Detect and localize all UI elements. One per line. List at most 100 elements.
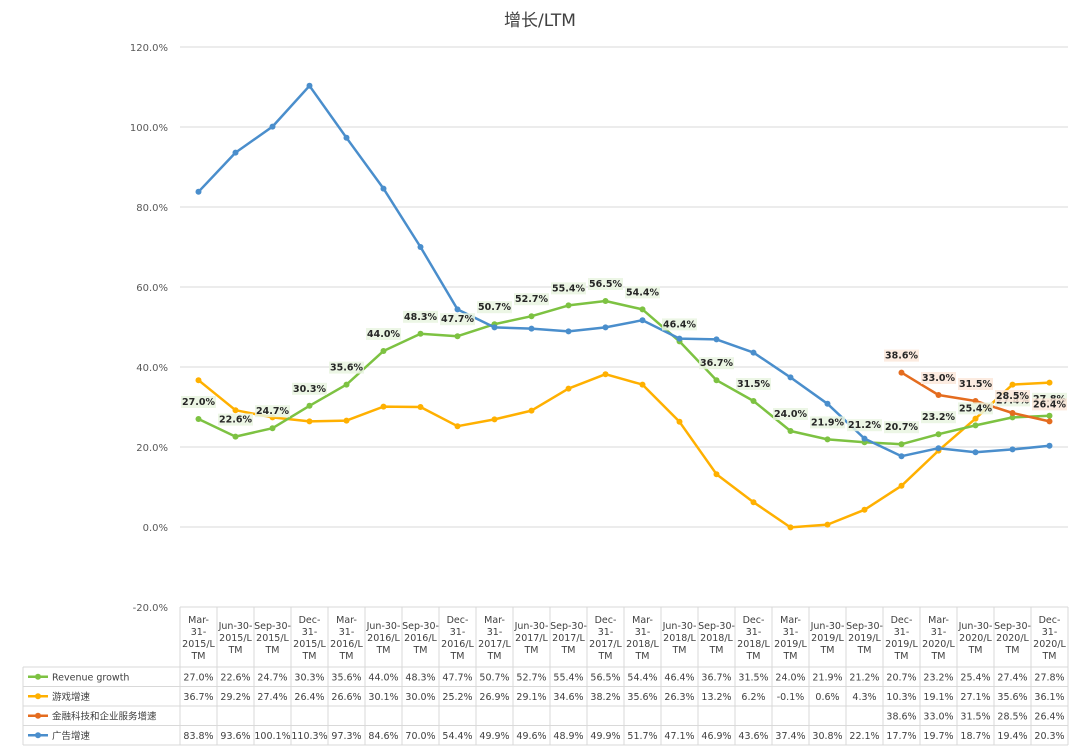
table-cell-value: 24.0% bbox=[775, 672, 805, 683]
table-cell-value: 19.4% bbox=[997, 731, 1027, 742]
data-point bbox=[1009, 410, 1016, 416]
data-point bbox=[1046, 379, 1053, 386]
data-label-bg bbox=[884, 421, 919, 434]
x-tick-label: TM bbox=[376, 645, 391, 656]
data-point bbox=[676, 418, 683, 425]
x-tick-label: 2018/L bbox=[626, 639, 659, 650]
table-cell-value: 30.1% bbox=[368, 692, 398, 703]
data-label: 28.5% bbox=[996, 391, 1029, 402]
table-cell-value: 49.9% bbox=[590, 731, 620, 742]
x-tick-label: 2019/L bbox=[811, 633, 844, 644]
data-point bbox=[306, 402, 313, 409]
table-cell-value: 27.4% bbox=[997, 672, 1027, 683]
data-point bbox=[491, 416, 498, 423]
data-point bbox=[861, 506, 868, 513]
data-point bbox=[491, 324, 498, 331]
x-tick-label: 31- bbox=[302, 627, 318, 638]
table-cell-value: 36.1% bbox=[1034, 692, 1064, 703]
data-point bbox=[713, 336, 720, 343]
series-2 bbox=[898, 369, 1053, 425]
series-line bbox=[197, 84, 1050, 458]
y-tick-label: 100.0% bbox=[130, 123, 168, 134]
data-point bbox=[195, 416, 202, 422]
table-cell-value: 35.6% bbox=[331, 672, 361, 683]
data-label-bg bbox=[588, 278, 623, 290]
data-point bbox=[417, 244, 424, 250]
table-cell-value: 26.9% bbox=[479, 692, 509, 703]
legend-key-marker bbox=[35, 673, 41, 680]
y-tick-label: 80.0% bbox=[136, 203, 168, 214]
data-point bbox=[898, 453, 905, 460]
data-label-bg bbox=[514, 293, 549, 306]
x-tick-label: 2016/L bbox=[367, 633, 400, 644]
series-0 bbox=[195, 298, 1053, 448]
x-tick-label: 2015/L bbox=[256, 633, 289, 644]
data-label: 23.2% bbox=[922, 412, 955, 423]
data-label-bg bbox=[292, 382, 327, 395]
table-cell-value: 10.3% bbox=[886, 692, 916, 703]
x-tick-label: 2017/L bbox=[478, 639, 511, 650]
x-tick-label: TM bbox=[672, 645, 687, 656]
legend-entry: 游戏增速 bbox=[52, 691, 91, 703]
data-point bbox=[713, 471, 720, 478]
table-cell-value: 30.3% bbox=[294, 672, 324, 683]
y-tick-label: 20.0% bbox=[136, 443, 168, 454]
legend-key-marker bbox=[35, 712, 41, 719]
x-tick-label: 31- bbox=[894, 627, 910, 638]
data-label-bg bbox=[477, 301, 512, 314]
x-tick-label: Dec- bbox=[743, 615, 765, 626]
x-tick-label: Dec- bbox=[1039, 615, 1061, 626]
table-cell-value: 35.6% bbox=[997, 692, 1027, 703]
x-tick-label: Jun-30- bbox=[662, 621, 697, 632]
y-tick-label: 60.0% bbox=[136, 283, 168, 294]
data-label: 31.5% bbox=[959, 379, 992, 390]
data-point bbox=[380, 348, 387, 354]
y-tick-label: 0.0% bbox=[143, 523, 168, 534]
data-label-bg bbox=[958, 402, 993, 415]
table-cell-value: 46.4% bbox=[664, 672, 694, 683]
data-point bbox=[1046, 418, 1053, 425]
table-cell-value: 22.1% bbox=[849, 731, 879, 742]
data-point bbox=[528, 325, 535, 332]
legend-entry: 广告增速 bbox=[52, 730, 91, 742]
data-label: 48.3% bbox=[404, 312, 437, 323]
data-label: 44.0% bbox=[367, 329, 400, 340]
x-tick-label: Dec- bbox=[595, 615, 617, 626]
data-point bbox=[1046, 412, 1053, 419]
table-cell-value: 17.7% bbox=[886, 731, 916, 742]
data-point bbox=[269, 123, 276, 130]
table-cell-value: -0.1% bbox=[777, 692, 805, 703]
data-point bbox=[602, 371, 609, 378]
table-cell-value: 37.4% bbox=[775, 731, 805, 742]
data-label: 22.6% bbox=[219, 415, 252, 426]
data-point bbox=[454, 306, 461, 313]
table-cell-value: 54.4% bbox=[627, 672, 657, 683]
data-label: 26.4% bbox=[1033, 399, 1066, 410]
data-point bbox=[750, 499, 757, 506]
data-label-bg bbox=[218, 413, 253, 426]
x-tick-label: 2018/L bbox=[737, 639, 770, 650]
data-point bbox=[565, 302, 572, 309]
legend-entry: 金融科技和企业服务增速 bbox=[52, 710, 157, 722]
data-point bbox=[713, 377, 720, 384]
table-cell-value: 31.5% bbox=[738, 672, 768, 683]
data-point bbox=[750, 349, 757, 356]
x-tick-label: TM bbox=[561, 645, 576, 656]
data-point bbox=[750, 398, 757, 404]
x-tick-label: TM bbox=[709, 645, 724, 656]
x-tick-label: Dec- bbox=[891, 615, 913, 626]
table-cell-value: 36.7% bbox=[701, 672, 731, 683]
x-tick-label: 2020/L bbox=[922, 639, 955, 650]
table-cell-value: 19.7% bbox=[923, 731, 953, 742]
table-cell-value: 46.9% bbox=[701, 731, 731, 742]
table-cell-value: 97.3% bbox=[331, 731, 361, 742]
x-tick-label: TM bbox=[783, 651, 798, 662]
x-tick-label: Sep-30- bbox=[698, 621, 735, 632]
x-tick-label: Sep-30- bbox=[254, 621, 291, 632]
table-cell-value: 20.3% bbox=[1034, 731, 1064, 742]
data-point bbox=[787, 524, 794, 531]
table-cell-value: 84.6% bbox=[368, 731, 398, 742]
data-label: 54.4% bbox=[626, 287, 659, 298]
table-cell-value: 20.7% bbox=[886, 672, 916, 683]
data-point bbox=[972, 422, 979, 429]
